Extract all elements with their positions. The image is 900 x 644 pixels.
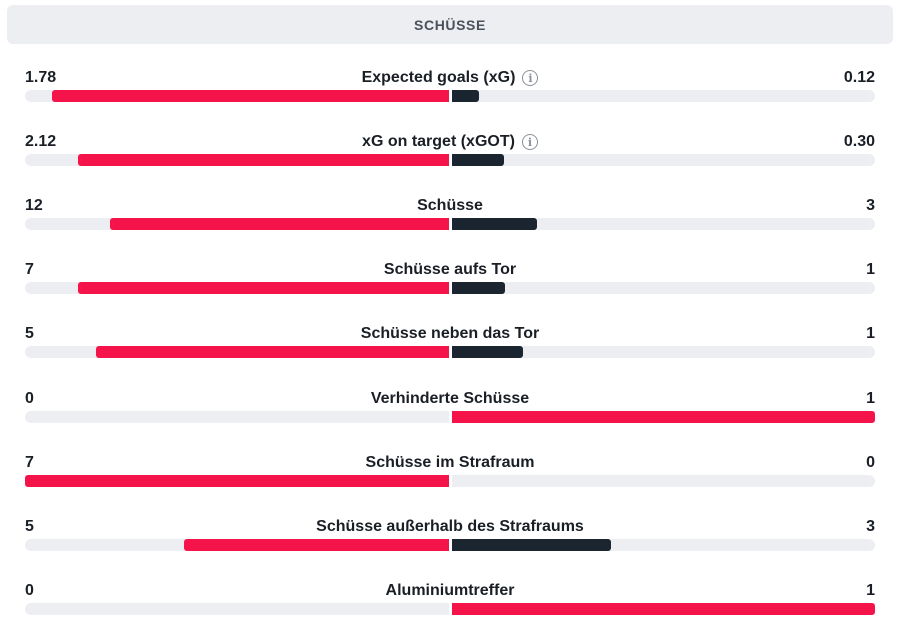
- stat-label: Aluminiumtreffer: [385, 582, 515, 599]
- away-value: 1: [866, 325, 875, 342]
- home-value: 0: [25, 582, 34, 599]
- home-value: 0: [25, 390, 34, 407]
- home-value: 1.78: [25, 69, 57, 86]
- home-bar-track: [25, 218, 449, 230]
- stat-row-schuesse-aufs-tor: 7 Schüsse aufs Tor 1: [0, 259, 900, 323]
- stat-row-verhinderte-schuesse: 0 Verhinderte Schüsse 1: [0, 388, 900, 452]
- stat-label: Schüsse neben das Tor: [360, 325, 540, 342]
- stat-label-group: Schüsse: [150, 195, 750, 217]
- away-bar-fill: [452, 90, 479, 102]
- away-bar-fill: [452, 346, 523, 358]
- home-bar-track: [25, 475, 449, 487]
- home-value: 2.12: [25, 133, 57, 150]
- stat-row-schuesse-neben-das-tor: 5 Schüsse neben das Tor 1: [0, 323, 900, 387]
- stat-label-group: Schüsse im Strafraum: [150, 452, 750, 474]
- stat-label: xG on target (xGOT): [362, 133, 515, 150]
- away-bar-fill: [452, 218, 537, 230]
- home-bar-track: [25, 603, 449, 615]
- section-header: SCHÜSSE: [7, 5, 893, 44]
- away-value: 0: [866, 454, 875, 471]
- home-value: 7: [25, 261, 34, 278]
- away-bar-track: [452, 90, 875, 102]
- home-bar-track: [25, 282, 449, 294]
- home-bar-fill: [109, 218, 449, 230]
- away-value: 1: [866, 582, 875, 599]
- home-bar-fill: [78, 282, 449, 294]
- home-bar-fill: [95, 346, 449, 358]
- stat-label: Schüsse: [417, 197, 483, 214]
- stat-row-expected-goals-xg: 1.78 Expected goals (xG) i 0.12: [0, 67, 900, 131]
- stat-label-group: Expected goals (xG) i: [150, 67, 750, 89]
- home-value: 5: [25, 325, 34, 342]
- info-icon[interactable]: i: [522, 70, 539, 86]
- away-value: 1: [866, 390, 875, 407]
- away-bar-track: [452, 539, 875, 551]
- away-bar-track: [452, 411, 875, 423]
- stat-row-schuesse-ausserhalb-des-strafraums: 5 Schüsse außerhalb des Strafraums 3: [0, 516, 900, 580]
- home-bar-fill: [77, 154, 449, 166]
- away-bar-track: [452, 154, 875, 166]
- away-value: 3: [866, 518, 875, 535]
- stat-label: Schüsse außerhalb des Strafraums: [316, 518, 584, 535]
- away-bar-track: [452, 475, 875, 487]
- away-value: 1: [866, 261, 875, 278]
- stat-label: Schüsse im Strafraum: [365, 454, 535, 471]
- home-bar-fill: [184, 539, 449, 551]
- home-value: 7: [25, 454, 34, 471]
- stat-row-xg-on-target-xgot: 2.12 xG on target (xGOT) i 0.30: [0, 131, 900, 195]
- away-bar-fill: [452, 539, 611, 551]
- home-value: 12: [25, 197, 43, 214]
- away-value: 0.12: [843, 69, 875, 86]
- away-bar-track: [452, 346, 875, 358]
- away-value: 3: [866, 197, 875, 214]
- home-bar-track: [25, 411, 449, 423]
- stat-label-group: xG on target (xGOT) i: [150, 131, 750, 153]
- home-bar-track: [25, 539, 449, 551]
- away-value: 0.30: [843, 133, 875, 150]
- stat-row-aluminiumtreffer: 0 Aluminiumtreffer 1: [0, 580, 900, 644]
- stat-row-schuesse-im-strafraum: 7 Schüsse im Strafraum 0: [0, 452, 900, 516]
- away-bar-track: [452, 282, 875, 294]
- info-icon[interactable]: i: [521, 134, 538, 150]
- away-bar-fill: [452, 603, 875, 615]
- away-bar-track: [452, 603, 875, 615]
- stat-label: Expected goals (xG): [361, 69, 516, 86]
- away-bar-fill: [452, 411, 875, 423]
- stat-label: Schüsse aufs Tor: [383, 261, 517, 278]
- away-bar-track: [452, 218, 875, 230]
- away-bar-fill: [452, 282, 505, 294]
- stat-label: Verhinderte Schüsse: [370, 390, 530, 407]
- stat-label-group: Schüsse aufs Tor: [150, 259, 750, 281]
- stat-label-group: Verhinderte Schüsse: [150, 388, 750, 410]
- home-bar-track: [25, 154, 449, 166]
- stat-row-schuesse: 12 Schüsse 3: [0, 195, 900, 259]
- stat-label-group: Schüsse neben das Tor: [150, 323, 750, 345]
- stat-label-group: Schüsse außerhalb des Strafraums: [150, 516, 750, 538]
- home-bar-track: [25, 90, 449, 102]
- stat-label-group: Aluminiumtreffer: [150, 580, 750, 602]
- home-bar-fill: [51, 90, 449, 102]
- away-bar-fill: [452, 154, 505, 166]
- section-title: SCHÜSSE: [414, 16, 486, 33]
- home-value: 5: [25, 518, 34, 535]
- home-bar-fill: [25, 475, 449, 487]
- home-bar-track: [25, 346, 449, 358]
